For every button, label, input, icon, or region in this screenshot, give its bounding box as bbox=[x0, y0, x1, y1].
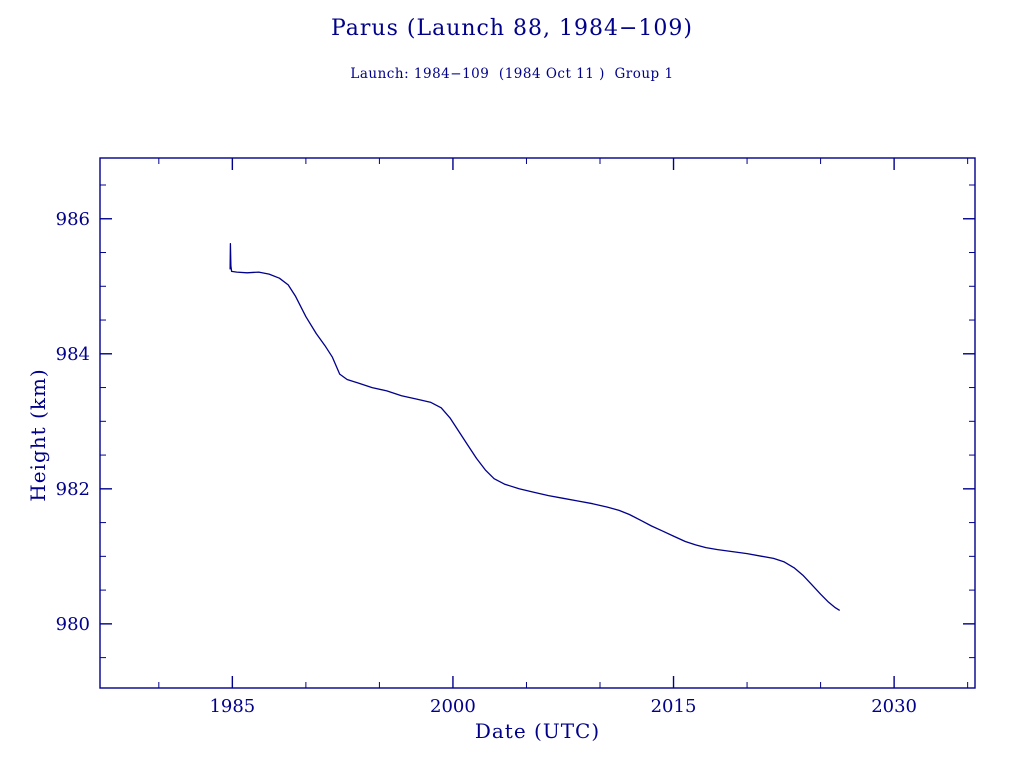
y-tick-label: 980 bbox=[56, 614, 90, 635]
y-tick-label: 984 bbox=[56, 344, 90, 365]
plot-frame bbox=[99, 157, 976, 689]
x-axis-label: Date (UTC) bbox=[474, 719, 601, 743]
x-tick-label: 2015 bbox=[651, 696, 697, 717]
x-tick-label: 1985 bbox=[209, 696, 255, 717]
chart-title: Parus (Launch 88, 1984−109) bbox=[330, 16, 693, 41]
x-tick-label: 2030 bbox=[871, 696, 917, 717]
data-line-orbital-height bbox=[229, 243, 841, 611]
y-tick-label: 986 bbox=[56, 209, 90, 230]
x-tick-label: 2000 bbox=[430, 696, 476, 717]
chart-subtitle: Launch: 1984−109 (1984 Oct 11 ) Group 1 bbox=[350, 66, 674, 82]
y-axis-label: Height (km) bbox=[26, 368, 50, 502]
y-tick-label: 982 bbox=[56, 479, 90, 500]
